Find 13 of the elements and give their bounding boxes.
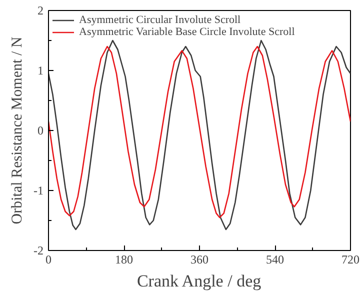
y-tick-label: -2 — [34, 244, 44, 258]
x-axis-title: Crank Angle / deg — [136, 272, 262, 290]
x-tick-label: 180 — [115, 252, 133, 266]
legend-label: Asymmetric Variable Base Circle Involute Scroll — [79, 26, 295, 38]
y-tick-label: 0 — [38, 124, 44, 138]
legend-label: Asymmetric Circular Involute Scroll — [79, 14, 241, 26]
x-tick-label: 360 — [190, 252, 208, 266]
y-axis-title: Orbital Resistance Moment / N — [10, 36, 26, 224]
y-tick-label: 1 — [38, 64, 44, 78]
x-tick-label: 540 — [266, 252, 284, 266]
y-tick-label: 2 — [38, 4, 44, 18]
y-tick-label: -1 — [34, 184, 44, 198]
x-tick-label: 720 — [342, 252, 360, 266]
